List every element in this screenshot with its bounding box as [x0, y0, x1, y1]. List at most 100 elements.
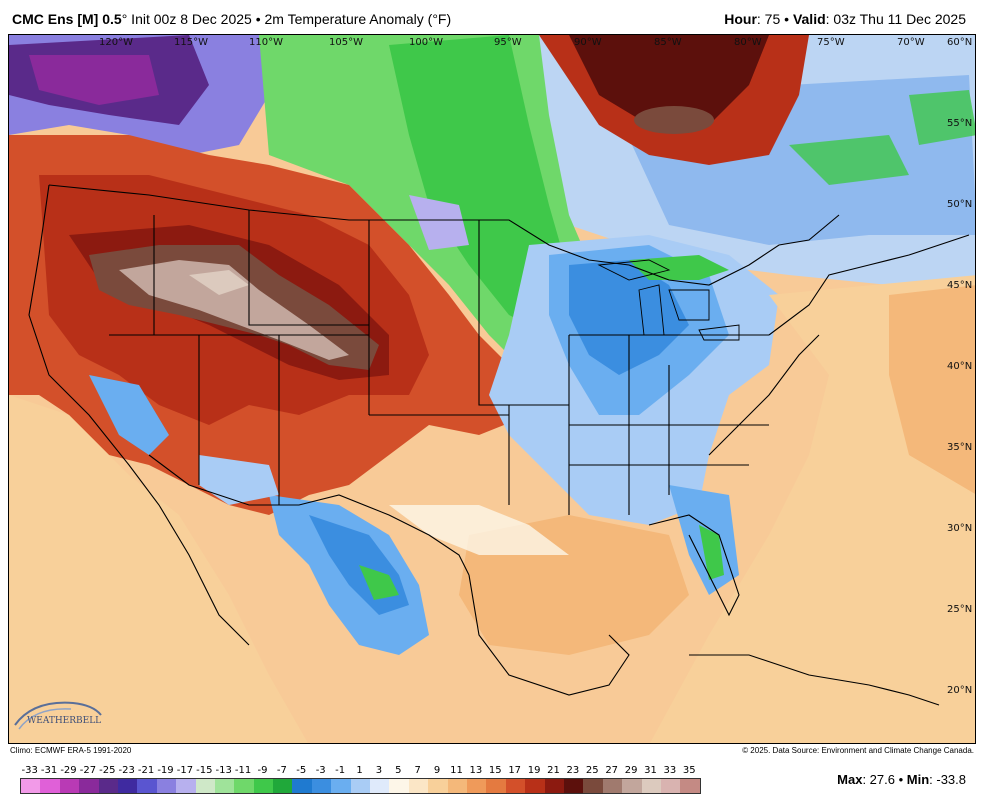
colorbar-label: 19 [527, 765, 541, 776]
colorbar-swatch [350, 779, 371, 793]
colorbar-label: -25 [99, 765, 116, 776]
colorbar-swatch [40, 779, 60, 793]
colorbar-swatch [59, 779, 80, 793]
colorbar-label: 7 [414, 765, 421, 776]
colorbar-label: -33 [21, 765, 38, 776]
lon-label: 95°W [494, 37, 522, 48]
lon-label: 115°W [174, 37, 208, 48]
colorbar-swatch [602, 779, 623, 793]
colorbar-swatch [428, 779, 448, 793]
colorbar-swatch [389, 779, 409, 793]
colorbar-swatch [563, 779, 584, 793]
max-label: Max [837, 772, 863, 787]
colorbar-label: -13 [215, 765, 232, 776]
climo-credit: Climo: ECMWF ERA-5 1991-2020 [10, 746, 132, 755]
anomaly-map: 120°W 115°W 110°W 105°W 100°W 95°W 90°W … [8, 34, 976, 744]
colorbar-swatch [79, 779, 99, 793]
valid-value: : 03z Thu 11 Dec 2025 [825, 11, 966, 27]
min-label: Min [906, 772, 930, 787]
colorbar-label: 33 [663, 765, 677, 776]
lon-label: 105°W [329, 37, 363, 48]
colorbar-label: -23 [118, 765, 135, 776]
valid-time: Hour: 75 • Valid: 03z Thu 11 Dec 2025 [724, 11, 966, 27]
colorbar-label: 17 [508, 765, 522, 776]
chart-title: CMC Ens [M] 0.5° Init 00z 8 Dec 2025 • 2… [12, 11, 451, 27]
colorbar-swatch [525, 779, 545, 793]
colorbar-label: -15 [196, 765, 213, 776]
colorbar-swatch [234, 779, 254, 793]
colorbar-label: 27 [605, 765, 619, 776]
colorbar-swatch [137, 779, 157, 793]
colorbar-swatch [486, 779, 506, 793]
colorbar-swatch [273, 779, 293, 793]
colorbar-swatch [156, 779, 177, 793]
model-name: CMC Ens [M] 0.5 [12, 11, 122, 27]
colorbar-label: -21 [137, 765, 155, 776]
colorbar-swatch [505, 779, 526, 793]
colorbar-label: 13 [469, 765, 483, 776]
lat-label: 20°N [947, 685, 972, 696]
colorbar-swatch [253, 779, 274, 793]
colorbar-label: -1 [335, 765, 346, 776]
lat-label: 30°N [947, 523, 972, 534]
colorbar-swatch [292, 779, 312, 793]
colorbar [20, 778, 701, 794]
colorbar-swatch [195, 779, 215, 793]
lat-label: 55°N [947, 118, 972, 129]
map-canvas: 120°W 115°W 110°W 105°W 100°W 95°W 90°W … [9, 35, 975, 743]
colorbar-label: 35 [682, 765, 696, 776]
lon-label: 80°W [734, 37, 762, 48]
colorbar-swatch [117, 779, 138, 793]
colorbar-label: 9 [433, 765, 441, 776]
colorbar-label: -31 [40, 765, 58, 776]
colorbar-label: -19 [157, 765, 174, 776]
hour-value: : 75 • [756, 11, 793, 27]
colorbar-label: -3 [315, 765, 326, 776]
colorbar-swatch [98, 779, 118, 793]
colorbar-label: 15 [488, 765, 502, 776]
lat-label: 25°N [947, 604, 972, 615]
colorbar-label: 31 [644, 765, 657, 776]
colorbar-swatch [680, 779, 700, 793]
colorbar-swatch [331, 779, 351, 793]
colorbar-swatch [641, 779, 661, 793]
degree-symbol: ° [121, 11, 128, 27]
colorbar-swatch [370, 779, 390, 793]
lon-label: 90°W [574, 37, 602, 48]
colorbar-swatch [447, 779, 467, 793]
lat-label: 45°N [947, 280, 972, 291]
logo-text: WEATHERBELL [27, 716, 101, 726]
lat-label: 60°N [947, 37, 972, 48]
lon-label: 75°W [817, 37, 845, 48]
colorbar-swatch [21, 779, 41, 793]
colorbar-label: 23 [566, 765, 580, 776]
colorbar-swatch [660, 779, 681, 793]
lat-label: 50°N [947, 199, 972, 210]
colorbar-label: -9 [257, 765, 268, 776]
longitude-labels: 120°W 115°W 110°W 105°W 100°W 95°W 90°W … [99, 37, 925, 48]
weatherbell-logo: WEATHERBELL [14, 701, 102, 730]
lon-label: 110°W [249, 37, 283, 48]
colorbar-swatch [466, 779, 487, 793]
colorbar-swatch [544, 779, 564, 793]
lon-label: 120°W [99, 37, 133, 48]
data-source-credit: © 2025. Data Source: Environment and Cli… [742, 746, 974, 755]
colorbar-swatch [176, 779, 196, 793]
colorbar-label: 29 [624, 765, 638, 776]
colorbar-swatch [583, 779, 603, 793]
colorbar-label: 11 [450, 765, 463, 776]
colorbar-label: -27 [79, 765, 97, 776]
colorbar-labels: -33 -31 -29 -27 -25 -23 -21 -19 -1 7 -15 -13 -11 -9 -7… [12, 765, 712, 777]
init-info: Init 00z 8 Dec 2025 • 2m Temperature Ano… [127, 11, 452, 27]
colorbar-label: -7 [276, 765, 287, 776]
valid-label: Valid [792, 11, 826, 27]
lat-label: 35°N [947, 442, 972, 453]
colorbar-label: 21 [547, 765, 560, 776]
colorbar-label: -11 [234, 765, 252, 776]
colorbar-swatch [214, 779, 235, 793]
hour-label: Hour [724, 11, 757, 27]
colorbar-label: -29 [60, 765, 77, 776]
lon-label: 100°W [409, 37, 443, 48]
lat-label: 40°N [947, 361, 972, 372]
colorbar-swatch [311, 779, 332, 793]
